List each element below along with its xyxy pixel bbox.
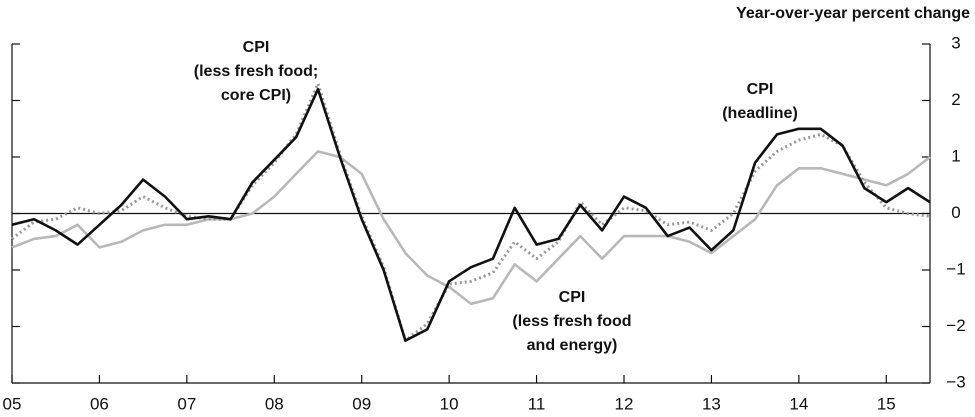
y-tick-label: −1: [946, 259, 965, 278]
y-tick-label: −3: [946, 372, 965, 391]
x-tick-label: 06: [90, 394, 109, 413]
series-line: [11, 82, 931, 343]
x-tick-label: 09: [352, 394, 371, 413]
x-tick-label: 08: [265, 394, 284, 413]
x-tick-label: 14: [789, 394, 808, 413]
y-tick-label: 1: [951, 146, 960, 165]
series-label: (headline): [722, 105, 798, 122]
x-tick-label: 12: [615, 394, 634, 413]
x-tick-label: 10: [440, 394, 459, 413]
y-tick-label: 3: [951, 33, 960, 52]
y-tick-label: 2: [951, 90, 960, 109]
series-label: core CPI): [221, 87, 291, 104]
x-tick-label: 05: [3, 394, 22, 413]
x-tick-label: 15: [877, 394, 896, 413]
series-label: CPI: [243, 39, 270, 56]
x-tick-label: 07: [177, 394, 196, 413]
series-label: and energy): [527, 337, 618, 354]
y-tick-label: 0: [951, 203, 960, 222]
series-label: CPI: [559, 289, 586, 306]
x-tick-label: 13: [702, 394, 721, 413]
series-line: [11, 87, 931, 342]
series-label: (less fresh food: [512, 313, 631, 330]
series-label: (less fresh food;: [194, 63, 318, 80]
x-tick-label: 11: [528, 394, 546, 413]
series-label: CPI: [747, 81, 774, 98]
series-line: [11, 150, 931, 306]
axis-label: Year-over-year percent change: [736, 5, 970, 22]
y-tick-label: −2: [946, 316, 965, 335]
